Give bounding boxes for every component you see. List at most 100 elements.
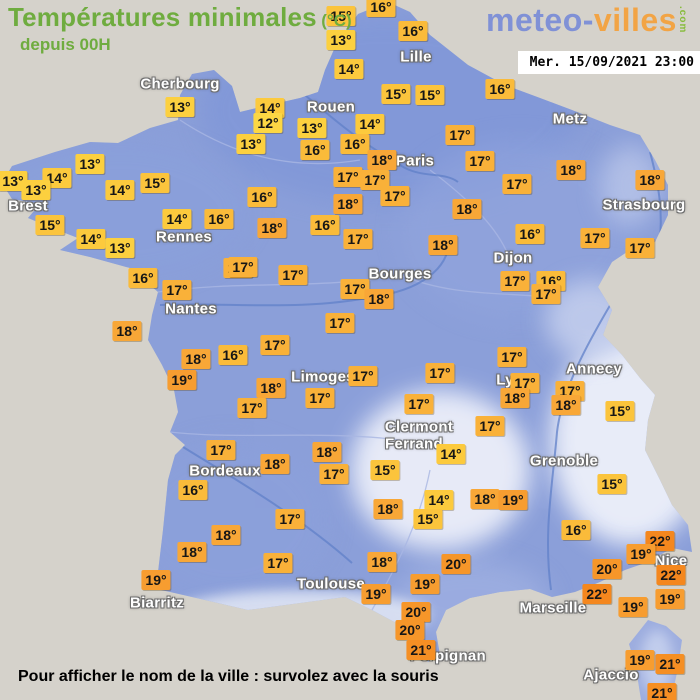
temp-badge[interactable]: 13°	[236, 134, 266, 154]
temp-badge[interactable]: 19°	[625, 650, 655, 670]
temp-badge[interactable]: 17°	[475, 416, 505, 436]
temp-badge[interactable]: 14°	[424, 490, 454, 510]
temp-badge[interactable]: 19°	[361, 584, 391, 604]
temp-badge[interactable]: 13°	[105, 238, 135, 258]
temp-badge[interactable]: 18°	[364, 289, 394, 309]
temp-badge[interactable]: 16°	[515, 224, 545, 244]
temp-badge[interactable]: 17°	[380, 186, 410, 206]
temp-badge[interactable]: 16°	[398, 21, 428, 41]
temp-badge[interactable]: 14°	[334, 59, 364, 79]
temp-badge[interactable]: 17°	[465, 151, 495, 171]
temp-badge[interactable]: 18°	[470, 489, 500, 509]
temp-badge[interactable]: 17°	[445, 125, 475, 145]
temp-badge[interactable]: 16°	[485, 79, 515, 99]
temp-badge[interactable]: 17°	[340, 279, 370, 299]
temp-badge[interactable]: 20°	[401, 602, 431, 622]
temp-badge[interactable]: 18°	[211, 525, 241, 545]
temp-badge[interactable]: 17°	[425, 363, 455, 383]
temp-badge[interactable]: 22°	[656, 565, 686, 585]
temp-badge[interactable]: 17°	[237, 398, 267, 418]
temp-badge[interactable]: 13°	[75, 154, 105, 174]
temp-badge[interactable]: 18°	[260, 454, 290, 474]
temp-badge[interactable]: 19°	[141, 570, 171, 590]
temp-badge[interactable]: 18°	[556, 160, 586, 180]
temp-badge[interactable]: 17°	[319, 464, 349, 484]
temp-badge[interactable]: 18°	[428, 235, 458, 255]
temp-badge[interactable]: 15°	[370, 460, 400, 480]
temp-badge[interactable]: 13°	[297, 118, 327, 138]
temp-badge[interactable]: 17°	[278, 265, 308, 285]
temp-badge[interactable]: 14°	[105, 180, 135, 200]
temp-badge[interactable]: 18°	[635, 170, 665, 190]
temp-badge[interactable]: 18°	[312, 442, 342, 462]
temp-badge[interactable]: 16°	[128, 268, 158, 288]
temp-badge[interactable]: 17°	[260, 335, 290, 355]
temp-badge[interactable]: 20°	[441, 554, 471, 574]
temp-badge[interactable]: 16°	[561, 520, 591, 540]
temp-badge[interactable]: 15°	[605, 401, 635, 421]
temp-badge[interactable]: 17°	[263, 553, 293, 573]
temp-badge[interactable]: 19°	[498, 490, 528, 510]
temp-badge[interactable]: 17°	[500, 271, 530, 291]
temp-badge[interactable]: 13°	[326, 30, 356, 50]
temp-badge[interactable]: 21°	[406, 640, 436, 660]
temp-badge[interactable]: 18°	[112, 321, 142, 341]
temp-badge[interactable]: 17°	[228, 257, 258, 277]
temp-badge[interactable]: 18°	[373, 499, 403, 519]
temp-badge[interactable]: 17°	[404, 394, 434, 414]
temp-badge[interactable]: 16°	[340, 134, 370, 154]
temp-badge[interactable]: 14°	[436, 444, 466, 464]
temp-badge[interactable]: 21°	[655, 654, 685, 674]
temp-badge[interactable]: 15°	[326, 6, 356, 26]
temp-badge[interactable]: 19°	[618, 597, 648, 617]
temp-badge[interactable]: 17°	[497, 347, 527, 367]
temp-badge[interactable]: 18°	[256, 378, 286, 398]
temp-badge[interactable]: 17°	[502, 174, 532, 194]
temp-badge[interactable]: 17°	[305, 388, 335, 408]
temp-badge[interactable]: 14°	[162, 209, 192, 229]
temp-badge[interactable]: 17°	[275, 509, 305, 529]
temp-badge[interactable]: 18°	[177, 542, 207, 562]
temp-badge[interactable]: 18°	[333, 194, 363, 214]
temp-badge[interactable]: 22°	[582, 584, 612, 604]
temp-badge[interactable]: 14°	[76, 229, 106, 249]
temp-badge[interactable]: 17°	[348, 366, 378, 386]
temp-badge[interactable]: 19°	[655, 589, 685, 609]
temp-badge[interactable]: 17°	[360, 170, 390, 190]
temp-badge[interactable]: 15°	[35, 215, 65, 235]
temp-badge[interactable]: 15°	[381, 84, 411, 104]
temp-badge[interactable]: 16°	[366, 0, 396, 17]
temp-badge[interactable]: 18°	[367, 150, 397, 170]
temp-badge[interactable]: 18°	[500, 388, 530, 408]
temp-badge[interactable]: 20°	[395, 620, 425, 640]
temp-badge[interactable]: 17°	[580, 228, 610, 248]
temp-badge[interactable]: 15°	[597, 474, 627, 494]
temp-badge[interactable]: 16°	[204, 209, 234, 229]
temp-badge[interactable]: 21°	[647, 683, 677, 700]
temp-badge[interactable]: 16°	[310, 215, 340, 235]
temp-badge[interactable]: 17°	[333, 167, 363, 187]
temp-badge[interactable]: 19°	[626, 544, 656, 564]
temp-badge[interactable]: 17°	[206, 440, 236, 460]
temp-badge[interactable]: 12°	[253, 113, 283, 133]
temp-badge[interactable]: 16°	[300, 140, 330, 160]
meteo-villes-logo[interactable]: meteo-villes.com	[486, 2, 688, 39]
temp-badge[interactable]: 18°	[452, 199, 482, 219]
temp-badge[interactable]: 13°	[165, 97, 195, 117]
temp-badge[interactable]: 17°	[343, 229, 373, 249]
temp-badge[interactable]: 17°	[162, 280, 192, 300]
temp-badge[interactable]: 19°	[410, 574, 440, 594]
temp-badge[interactable]: 16°	[178, 480, 208, 500]
temp-badge[interactable]: 13°	[21, 180, 51, 200]
temp-badge[interactable]: 14°	[355, 114, 385, 134]
temp-badge[interactable]: 19°	[167, 370, 197, 390]
temp-badge[interactable]: 17°	[325, 313, 355, 333]
temp-badge[interactable]: 15°	[415, 85, 445, 105]
temp-badge[interactable]: 18°	[181, 349, 211, 369]
temp-badge[interactable]: 15°	[413, 509, 443, 529]
temp-badge[interactable]: 20°	[592, 559, 622, 579]
temp-badge[interactable]: 16°	[218, 345, 248, 365]
temp-badge[interactable]: 16°	[247, 187, 277, 207]
temp-badge[interactable]: 13°	[0, 171, 28, 191]
temp-badge[interactable]: 15°	[140, 173, 170, 193]
